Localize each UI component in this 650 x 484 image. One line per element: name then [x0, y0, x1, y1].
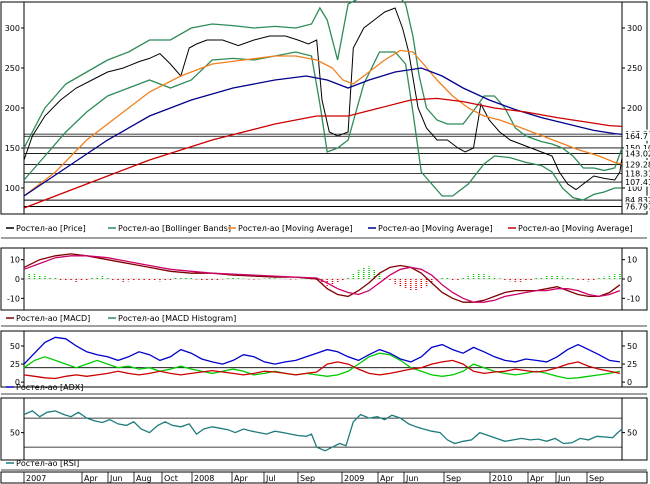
y-tick-label-right: 300 [627, 24, 642, 33]
date-label: Aug [136, 474, 152, 483]
date-label: Jun [405, 474, 419, 483]
legend-label: Ростел-ао [MACD Histogram] [118, 314, 236, 323]
level-label-bg [624, 160, 650, 170]
y-tick-label-left: 0 [15, 378, 20, 387]
y-tick-label-right: 25 [627, 360, 637, 369]
series-di_minus [23, 359, 621, 380]
level-label: 76.797 [625, 203, 650, 212]
level-label: 143.02 [625, 150, 650, 159]
level-label-bg [624, 131, 650, 141]
level-label: 84.832 [625, 196, 650, 205]
y-tick-label-left: 100 [5, 184, 20, 193]
series-di_plus [23, 352, 621, 380]
level-label-bg [624, 177, 650, 187]
y-tick-label-right: 0 [627, 378, 632, 387]
date-label: 2009 [344, 474, 364, 483]
date-label: Sep [300, 474, 315, 483]
series-ma_red [23, 97, 623, 209]
y-tick-label-right: 50 [627, 429, 637, 438]
y-tick-label-left: -10 [7, 294, 20, 303]
level-label: 107.41 [625, 178, 650, 187]
legend-label: Ростел-ао [Moving Average] [378, 224, 493, 233]
y-tick-label-right: 0 [627, 275, 632, 284]
series-signal [23, 255, 621, 303]
series-ma_orange [23, 49, 623, 197]
level-label-bg [624, 202, 650, 212]
date-label: Jul [265, 474, 276, 483]
level-label-bg [624, 149, 650, 159]
legend-label: Ростел-ао [Moving Average] [238, 224, 353, 233]
legend-label: Ростел-ао [Price] [16, 224, 86, 233]
date-label: 2008 [194, 474, 214, 483]
date-label: 2010 [492, 474, 512, 483]
date-axis-frame [0, 471, 648, 484]
y-tick-label-right: 10 [627, 256, 637, 265]
date-label: 2007 [26, 474, 46, 483]
y-tick-label-right: 250 [627, 64, 642, 73]
level-label: 129.28 [625, 161, 650, 170]
date-label: Apr [530, 474, 545, 483]
y-tick-label-right: 50 [627, 342, 637, 351]
series-macd [23, 253, 621, 303]
panel-frame [0, 330, 648, 388]
date-label: Sep [589, 474, 604, 483]
legend-label: Ростел-ао [ADX] [16, 383, 83, 392]
series-bb_upper [23, 0, 623, 172]
series-bb_lower [23, 51, 622, 201]
legend-label: Ростел-ао [RSI] [16, 459, 79, 468]
level-label: 164.7 [625, 132, 648, 141]
series-price [23, 7, 623, 191]
y-tick-label-left: 300 [5, 24, 20, 33]
level-label: 150.10 [625, 144, 650, 153]
level-label-bg [624, 195, 650, 205]
y-tick-label-left: 25 [10, 360, 20, 369]
legend-label: Ростел-ао [MACD] [16, 314, 90, 323]
y-tick-label-left: 250 [5, 64, 20, 73]
y-tick-label-left: 200 [5, 104, 20, 113]
y-tick-label-right: 100 [627, 184, 642, 193]
series-adx [23, 336, 620, 365]
date-label: Apr [84, 474, 99, 483]
y-tick-label-left: 10 [10, 256, 20, 265]
date-label: Jun [557, 474, 571, 483]
level-label-bg [624, 168, 650, 178]
date-label: Apr [234, 474, 249, 483]
y-tick-label-left: 50 [10, 429, 20, 438]
date-label: Oct [164, 474, 178, 483]
series-ma_blue [23, 67, 623, 197]
legend-label: Ростел-ао [Bollinger Bands] [118, 224, 231, 233]
date-label: Jun [109, 474, 123, 483]
y-tick-label-left: 0 [15, 275, 20, 284]
legend-label: Ростел-ао [Moving Average] [518, 224, 633, 233]
y-tick-label-right: -10 [627, 294, 640, 303]
date-label: Apr [380, 474, 395, 483]
y-tick-label-right: 200 [627, 104, 642, 113]
y-tick-label-left: 150 [5, 144, 20, 153]
panel-frame [0, 397, 648, 461]
level-label: 118.31 [625, 169, 650, 178]
y-tick-label-left: 50 [10, 342, 20, 351]
series-rsi [23, 410, 623, 452]
date-label: Sep [446, 474, 461, 483]
level-label-bg [624, 143, 650, 153]
